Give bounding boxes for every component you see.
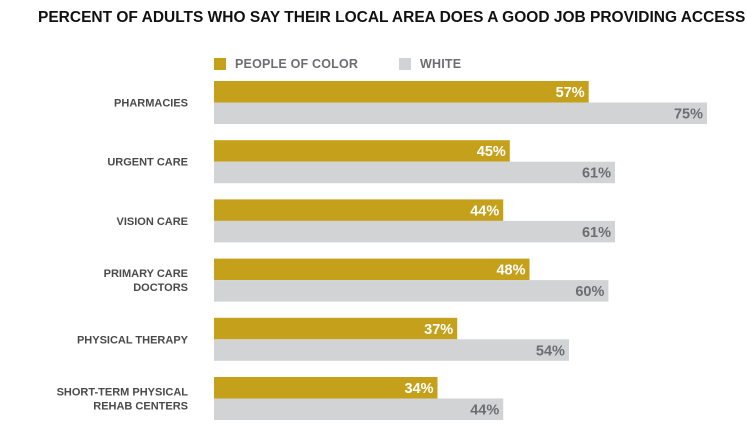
legend-label-white: WHITE bbox=[420, 57, 462, 71]
bar-white-urgent-care bbox=[214, 161, 615, 184]
bar-white-primary-care-doctors bbox=[214, 280, 609, 302]
legend-item-white: WHITE bbox=[399, 57, 461, 71]
bar-people-of-color-vision-care bbox=[214, 199, 504, 221]
category-label-urgent-care: URGENT CARE bbox=[107, 157, 188, 169]
category-label-short-term-physical-rehab-centers: SHORT-TERM PHYSICAL REHAB CENTERS bbox=[57, 387, 189, 413]
bar-white-short-term-physical-rehab-centers bbox=[214, 398, 504, 420]
data-label-people-of-color-pharmacies: 57% bbox=[556, 85, 585, 101]
data-label-white-urgent-care: 61% bbox=[582, 166, 611, 182]
data-label-people-of-color-vision-care: 44% bbox=[470, 203, 499, 219]
bar-white-vision-care bbox=[214, 220, 615, 243]
legend-swatch-people-of-color bbox=[214, 58, 226, 70]
category-label-pharmacies: PHARMACIES bbox=[114, 98, 188, 110]
bar-people-of-color-short-term-physical-rehab-centers bbox=[214, 377, 438, 399]
legend-item-people-of-color: PEOPLE OF COLOR bbox=[214, 57, 358, 71]
legend-label-people-of-color: PEOPLE OF COLOR bbox=[235, 57, 359, 71]
data-label-white-physical-therapy: 54% bbox=[536, 343, 565, 359]
bar-white-physical-therapy bbox=[214, 339, 569, 361]
category-label-vision-care: VISION CARE bbox=[116, 216, 188, 228]
category-label-primary-care-doctors: PRIMARY CARE DOCTORS bbox=[104, 268, 188, 294]
chart-title: PERCENT OF ADULTS WHO SAY THEIR LOCAL AR… bbox=[38, 9, 746, 26]
data-label-white-short-term-physical-rehab-centers: 44% bbox=[470, 402, 499, 418]
data-label-white-pharmacies: 75% bbox=[674, 106, 703, 122]
data-label-people-of-color-urgent-care: 45% bbox=[477, 144, 506, 160]
bar-white-pharmacies bbox=[214, 102, 707, 124]
data-label-people-of-color-short-term-physical-rehab-centers: 34% bbox=[404, 381, 433, 397]
data-label-white-vision-care: 61% bbox=[582, 225, 611, 241]
category-label-physical-therapy: PHYSICAL THERAPY bbox=[77, 334, 189, 346]
data-label-people-of-color-physical-therapy: 37% bbox=[424, 322, 453, 338]
bar-people-of-color-primary-care-doctors bbox=[214, 258, 530, 281]
legend-swatch-white bbox=[399, 58, 411, 70]
data-label-white-primary-care-doctors: 60% bbox=[575, 284, 604, 300]
bar-people-of-color-pharmacies bbox=[214, 81, 589, 103]
bar-people-of-color-urgent-care bbox=[214, 140, 510, 162]
data-label-people-of-color-primary-care-doctors: 48% bbox=[496, 263, 525, 279]
bar-people-of-color-physical-therapy bbox=[214, 317, 458, 340]
